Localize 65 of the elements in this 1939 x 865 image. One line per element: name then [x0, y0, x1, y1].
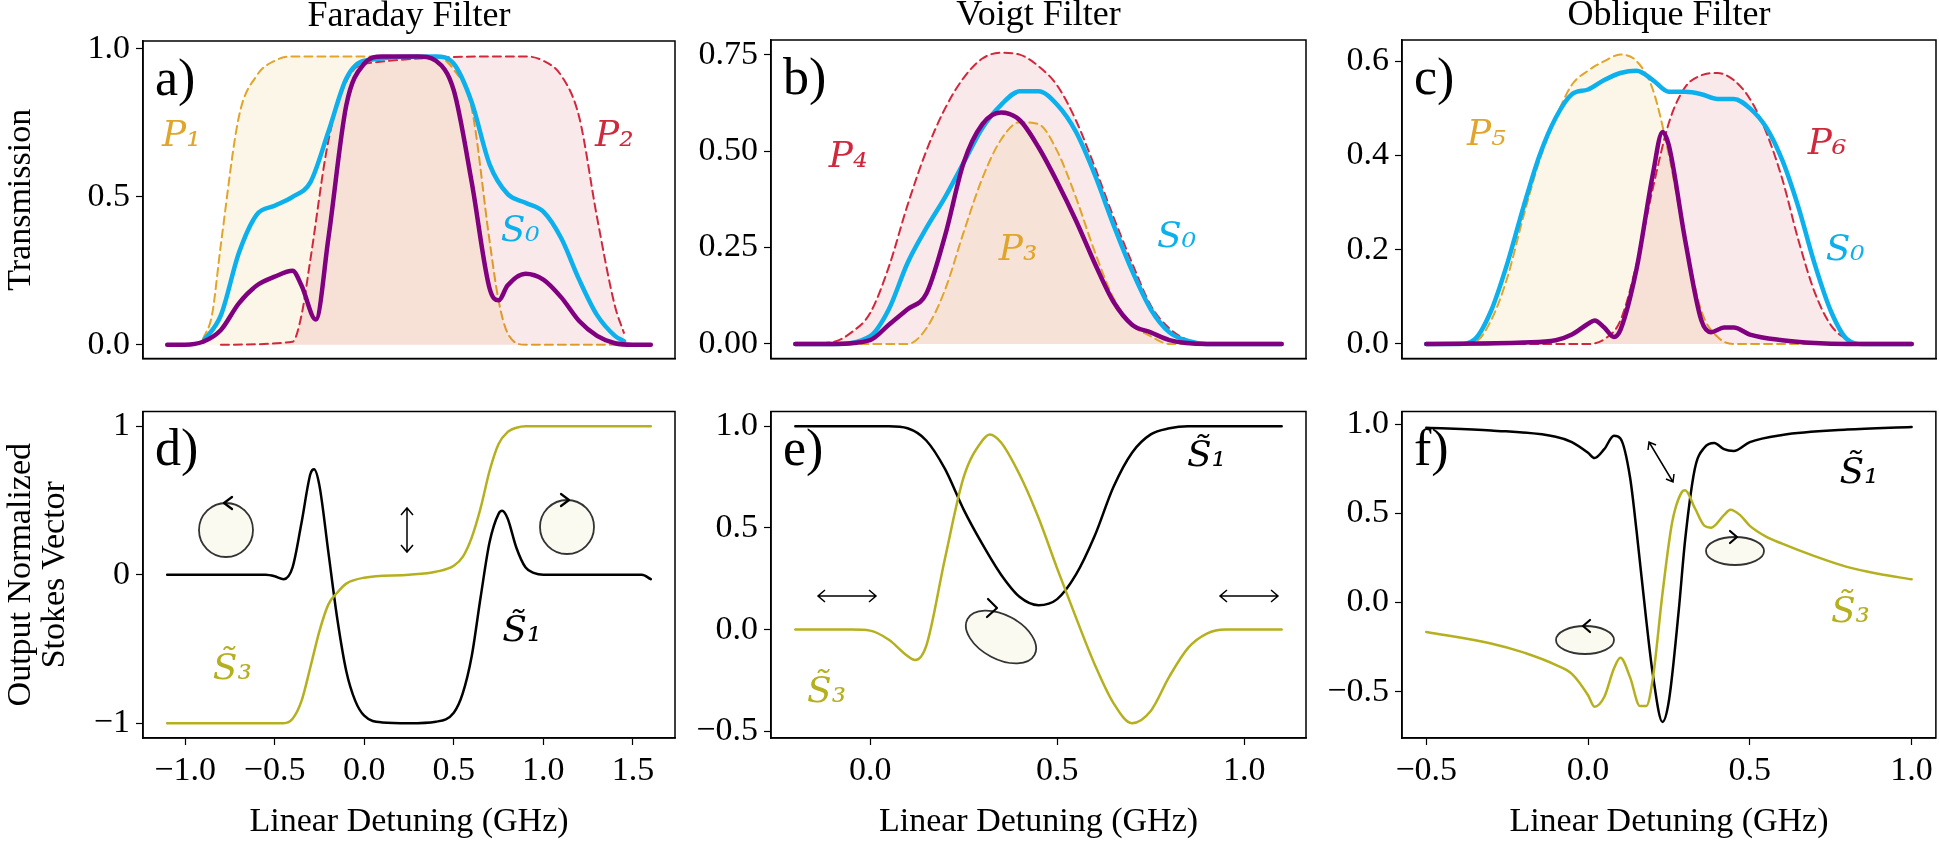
y-tick-label: 0.0	[715, 608, 758, 646]
y-tick-label: 0.5	[1346, 492, 1389, 530]
y-tick-label: 1.0	[715, 405, 758, 443]
y-tick-label: −1	[93, 702, 130, 740]
chart-title: Voigt Filter	[956, 0, 1121, 34]
x-tick-label: 0.5	[1035, 750, 1079, 788]
series-label: S̃₁	[502, 608, 542, 650]
y-tick-label: 0.25	[698, 226, 758, 264]
x-tick-label: −1.0	[154, 750, 216, 788]
x-axis-title: Linear Detuning (GHz)	[1509, 800, 1829, 839]
x-tick-label: −0.5	[243, 750, 306, 788]
y-tick-label: 0.0	[1346, 581, 1389, 619]
y-tick-label: −0.5	[1327, 670, 1389, 708]
series-label: P₂	[594, 112, 634, 154]
x-axis-title: Linear Detuning (GHz)	[878, 800, 1199, 839]
x-tick-label: 0.5	[432, 750, 476, 788]
y-tick-label: 0.5	[715, 506, 758, 544]
series-label: S̃₃	[212, 645, 252, 687]
y-tick-label: 0.0	[1346, 322, 1389, 360]
x-tick-label: −0.5	[1395, 750, 1458, 788]
series-label: S̃₃	[1830, 588, 1871, 630]
series-label: S̃₃	[807, 668, 847, 710]
x-tick-label: 1.5	[611, 750, 655, 788]
series-label: P₆	[1806, 121, 1847, 163]
series-label: P₃	[997, 226, 1038, 268]
series-label: P₁	[160, 112, 201, 154]
y-tick-label: 0.50	[698, 130, 758, 168]
x-tick-label: 1.0	[522, 750, 565, 788]
x-axis-title: Linear Detuning (GHz)	[249, 800, 569, 839]
x-tick-label: 1.0	[1890, 750, 1933, 788]
chart-title: Faraday Filter	[307, 0, 511, 35]
y-tick-label: 0.5	[87, 175, 130, 213]
y-tick-label: 0.6	[1346, 40, 1389, 78]
y-tick-label: 0.00	[698, 322, 758, 360]
series-label: S₀	[500, 207, 540, 249]
y-axis-title: Output Normalized Stokes Vector	[0, 442, 71, 707]
y-tick-label: 0.75	[698, 33, 758, 71]
y-tick-label: 0.4	[1346, 134, 1389, 172]
annotation: a)	[155, 48, 196, 107]
annotation: d)	[155, 419, 199, 478]
x-tick-label: 0.5	[1728, 750, 1772, 788]
annotation: b)	[783, 47, 827, 106]
y-tick-label: 1	[113, 405, 130, 443]
annotation: f)	[1414, 419, 1449, 478]
y-axis-title: Transmission	[0, 108, 37, 291]
y-tick-label: 0.2	[1346, 228, 1389, 266]
line-series	[1425, 488, 1913, 709]
y-tick-label: 0.0	[87, 323, 130, 361]
series-label: S₀	[1825, 226, 1865, 268]
x-tick-label: 1.0	[1223, 750, 1266, 788]
x-tick-label: 0.0	[848, 750, 892, 788]
y-tick-label: −0.5	[696, 710, 758, 748]
x-tick-label: 0.0	[1566, 750, 1610, 788]
series-label: S̃₁	[1186, 433, 1227, 475]
annotation: c)	[1414, 47, 1455, 106]
series-label: P₄	[827, 134, 868, 176]
y-tick-label: 1.0	[1346, 403, 1389, 441]
y-tick-label: 0	[113, 553, 130, 591]
chart-title: Oblique Filter	[1567, 0, 1771, 34]
x-tick-label: 0.0	[342, 750, 386, 788]
series-label: S̃₁	[1839, 449, 1879, 491]
series-label: S₀	[1156, 213, 1197, 255]
series-label: P₅	[1466, 111, 1506, 153]
y-tick-label: 1.0	[87, 27, 130, 65]
annotation: e)	[783, 419, 824, 478]
